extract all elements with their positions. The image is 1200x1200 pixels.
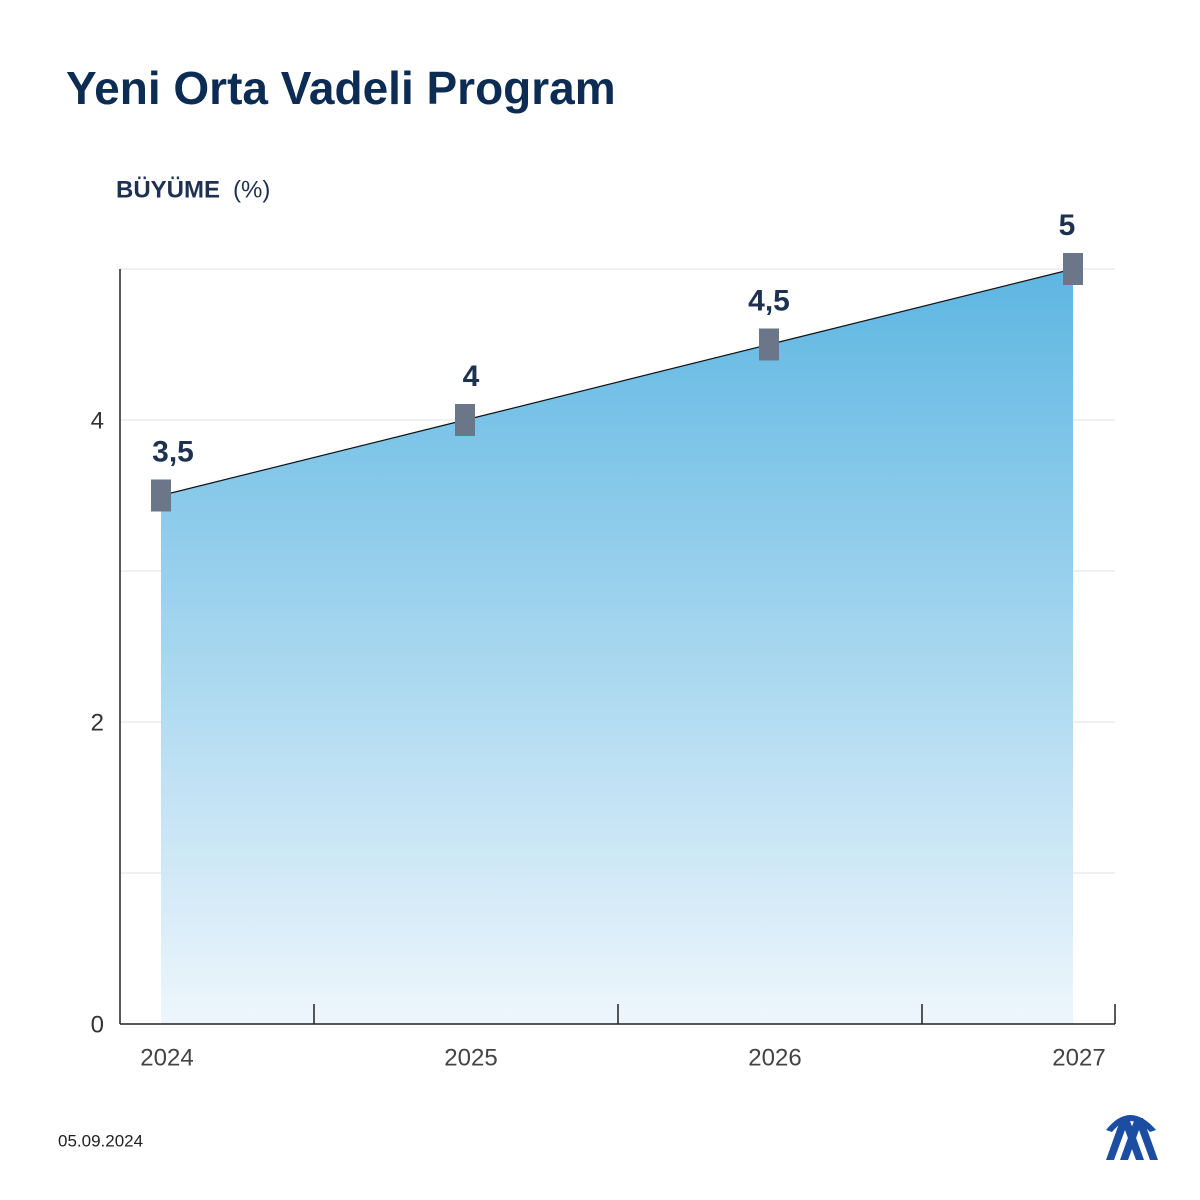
date: 05.09.2024 (58, 1131, 143, 1150)
y-axis-label: BÜYÜME (116, 176, 220, 203)
marker (759, 328, 779, 361)
line (160, 268, 1074, 497)
x-tick-label: 2024 (140, 1044, 193, 1071)
x-tick-label: 2025 (444, 1044, 497, 1071)
value-label: 4,5 (748, 284, 790, 317)
x-tick-label: 2027 (1052, 1044, 1105, 1071)
marker (151, 479, 171, 512)
value-label: 5 (1059, 209, 1076, 242)
value-label: 4 (463, 360, 480, 393)
marker (1063, 253, 1083, 285)
marker (455, 404, 475, 436)
area (161, 269, 1073, 1024)
chart-title: Yeni Orta Vadeli Program (66, 62, 616, 114)
y-tick-label: 4 (91, 407, 104, 434)
logo (1106, 1115, 1158, 1160)
y-tick-label: 2 (91, 709, 104, 736)
value-label: 3,5 (152, 435, 194, 468)
x-tick-label: 2026 (748, 1044, 801, 1071)
y-axis-unit: (%) (233, 176, 270, 203)
y-tick-label: 0 (91, 1011, 104, 1038)
